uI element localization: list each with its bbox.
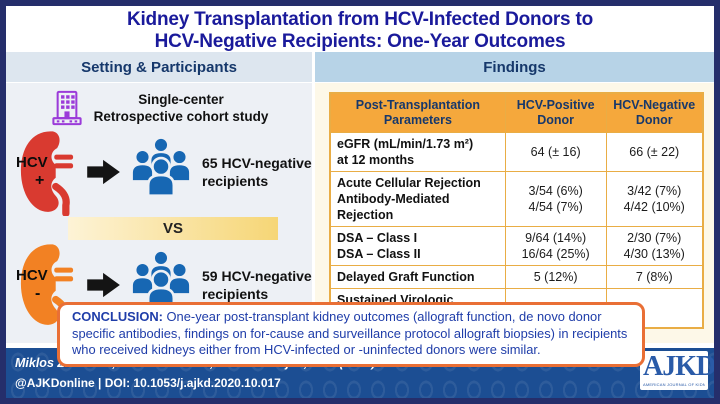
cell-line: 4/54 (7%) — [528, 200, 583, 214]
study-design-line2: Retrospective cohort study — [93, 109, 269, 124]
section-header-setting: Setting & Participants — [6, 52, 312, 82]
cell-line: at 12 months — [337, 153, 415, 167]
page-title-line1: Kidney Transplantation from HCV-Infected… — [126, 9, 594, 30]
cell-line: 2/30 (7%) — [627, 231, 682, 245]
page-title-line2: HCV-Negative Recipients: One-Year Outcom… — [154, 31, 566, 52]
cell-line: 4/30 (13%) — [623, 247, 685, 261]
arrow-right-icon — [87, 272, 120, 298]
ajkd-logo: AJKD AMERICAN JOURNAL OF KIDNEY DISEASES — [640, 351, 716, 390]
kidney-hcv-positive: HCV + — [16, 128, 80, 217]
cell-line: Acute Cellular Rejection — [337, 176, 481, 190]
study-design-row: Single-center Retrospective cohort study — [6, 88, 312, 128]
vs-banner: VS — [68, 217, 278, 240]
col-header-parameters: Post-Transplantation Parameters — [329, 92, 506, 133]
section-header-findings: Findings — [315, 52, 714, 82]
cell-line: DSA – Class I — [337, 231, 418, 245]
study-design-text: Single-center Retrospective cohort study — [94, 91, 269, 125]
cell-line: 16/64 (25%) — [521, 247, 590, 261]
cell-line: 9/64 (14%) — [525, 231, 587, 245]
cell-line: Antibody-Mediated Rejection — [337, 192, 450, 222]
hcv-negative-value-cell: 66 (± 22) — [605, 132, 704, 172]
hcv-positive-value-cell: 5 (12%) — [504, 265, 607, 289]
hcv-negative-label: HCV — [16, 267, 48, 284]
page-title: Kidney Transplantation from HCV-Infected… — [6, 6, 714, 52]
recipients-count-positive: 65 HCV-negative recipients — [202, 154, 312, 190]
recipients-group-icon — [130, 137, 192, 197]
col-header-hcv-positive: HCV-Positive Donor — [504, 92, 607, 133]
hcv-positive-value-cell: 3/54 (6%) 4/54 (7%) — [504, 171, 607, 227]
ajkd-logo-text: AJKD — [643, 351, 716, 382]
section-header-band: Setting & Participants Findings — [6, 52, 714, 82]
hcv-negative-value-cell: 3/42 (7%) 4/42 (10%) — [605, 171, 704, 227]
table-row: Acute Cellular Rejection Antibody-Mediate… — [329, 171, 704, 227]
hcv-positive-label: HCV — [16, 154, 48, 171]
findings-table: Post-Transplantation Parameters HCV-Posi… — [329, 92, 704, 329]
recipients-count-negative: 59 HCV-negative recipients — [202, 267, 312, 303]
arrow-right-icon — [87, 159, 120, 185]
recipients-count-line2: recipients — [202, 173, 269, 189]
conclusion-text: One-year post-transplant kidney outcomes… — [72, 309, 628, 357]
hcv-negative-value-cell: 2/30 (7%) 4/30 (13%) — [605, 226, 704, 266]
param-cell: Delayed Graft Function — [329, 265, 506, 289]
cohort-hcv-negative-row: HCV - 59 HCV-negative recipients — [6, 241, 312, 330]
col-header-line: Post-Transplantation — [355, 98, 481, 112]
table-header-row: Post-Transplantation Parameters HCV-Posi… — [329, 92, 704, 133]
recipients-count-line2: recipients — [202, 286, 269, 302]
cell-line: Delayed Graft Function — [337, 270, 475, 284]
cell-line: 3/42 (7%) — [627, 184, 682, 198]
col-header-line: Parameters — [383, 113, 452, 127]
hcv-positive-sign: + — [35, 172, 45, 189]
kidney-positive-icon — [20, 131, 74, 217]
cell-line: 7 (8%) — [635, 270, 673, 284]
conclusion-label: CONCLUSION: — [72, 309, 163, 324]
param-cell: DSA – Class I DSA – Class II — [329, 226, 506, 266]
col-header-hcv-negative: HCV-Negative Donor — [605, 92, 704, 133]
col-header-line: HCV-Positive — [516, 98, 595, 112]
table-row: eGFR (mL/min/1.73 m²) at 12 months 64 (± … — [329, 132, 704, 172]
param-cell: Acute Cellular Rejection Antibody-Mediate… — [329, 171, 506, 227]
hcv-positive-value-cell: 64 (± 16) — [504, 132, 607, 172]
cell-line: DSA – Class II — [337, 247, 421, 261]
hcv-negative-value-cell: 7 (8%) — [605, 265, 704, 289]
cell-line: 3/54 (6%) — [528, 184, 583, 198]
cell-line: 4/42 (10%) — [623, 200, 685, 214]
ajkd-logo-subtext: AMERICAN JOURNAL OF KIDNEY DISEASES — [643, 382, 705, 387]
conclusion-box: CONCLUSION: One-year post-transplant kid… — [57, 302, 645, 367]
col-header-line: Donor — [635, 113, 673, 127]
cohort-hcv-positive-row: HCV + 65 HCV-negative reci — [6, 128, 312, 217]
hospital-icon — [51, 90, 82, 126]
recipients-count-line1: 65 HCV-negative — [202, 155, 312, 171]
cell-line: 5 (12%) — [533, 270, 578, 284]
recipients-count-line1: 59 HCV-negative — [202, 268, 312, 284]
social-doi-line: @AJKDonline | DOI: 10.1053/j.ajkd.2020.1… — [15, 376, 281, 390]
hcv-positive-value-cell: 9/64 (14%) 16/64 (25%) — [504, 226, 607, 266]
table-row: DSA – Class I DSA – Class II 9/64 (14%) 16… — [329, 226, 704, 266]
study-design-line1: Single-center — [138, 92, 224, 107]
param-cell: eGFR (mL/min/1.73 m²) at 12 months — [329, 132, 506, 172]
col-header-line: HCV-Negative — [613, 98, 696, 112]
col-header-line: Donor — [537, 113, 575, 127]
cell-line: eGFR (mL/min/1.73 m²) — [337, 137, 474, 151]
hcv-negative-sign: - — [35, 285, 41, 302]
cell-line: 66 (± 22) — [629, 145, 680, 159]
cell-line: 64 (± 16) — [530, 145, 581, 159]
setting-participants-panel: Single-center Retrospective cohort study… — [6, 83, 312, 343]
table-row: Delayed Graft Function 5 (12%) 7 (8%) — [329, 265, 704, 289]
